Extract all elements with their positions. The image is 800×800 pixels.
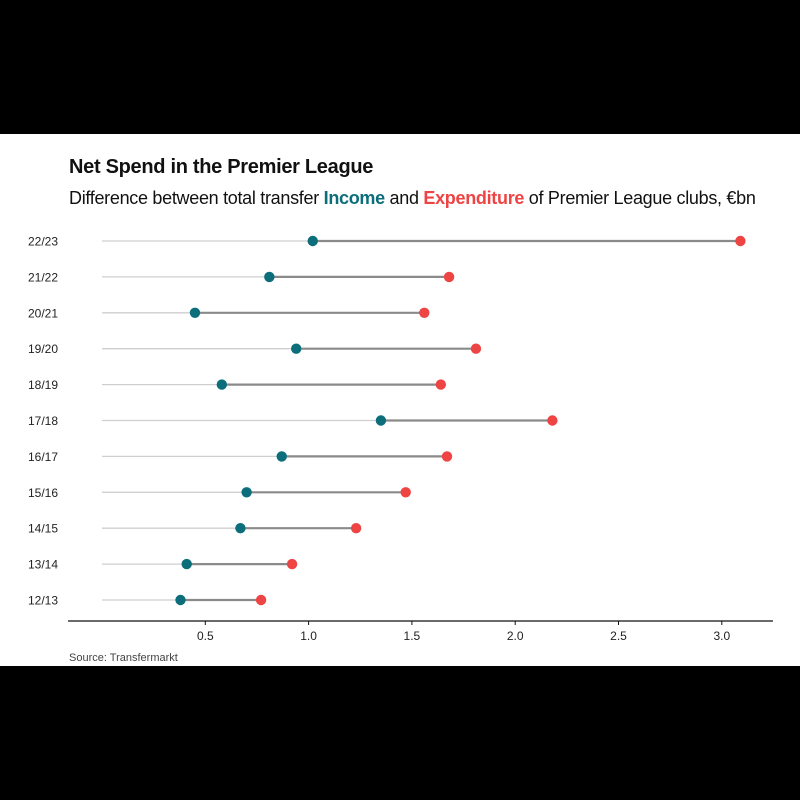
- x-tick-label: 1.5: [404, 629, 421, 643]
- expenditure-point: [286, 558, 298, 570]
- subtitle-income-label: Income: [323, 188, 386, 208]
- income-point: [375, 415, 387, 426]
- x-tick-label: 2.5: [610, 629, 627, 643]
- expenditure-point: [441, 451, 453, 462]
- income-point: [276, 451, 287, 462]
- category-label: 13/14: [28, 558, 58, 572]
- income-point: [307, 235, 318, 247]
- expenditure-point: [735, 235, 746, 247]
- subtitle-middle: and: [384, 188, 424, 208]
- subtitle-prefix: Difference between total transfer: [69, 188, 324, 208]
- dumbbell-plot: 22/23 21/22 20/21 19/20 18/19 17/18 16/17 15/16…: [28, 235, 773, 643]
- expenditure-point: [400, 487, 411, 498]
- category-label: 21/22: [28, 270, 58, 284]
- category-label: 15/16: [28, 486, 58, 500]
- category-label: 16/17: [28, 450, 58, 464]
- expenditure-point: [435, 379, 447, 390]
- category-label: 20/21: [28, 306, 58, 320]
- category-label: 19/20: [28, 342, 58, 356]
- expenditure-point: [470, 343, 482, 354]
- category-label: 12/13: [28, 594, 58, 608]
- chart-panel: Net Spend in the Premier League Differen…: [0, 134, 800, 666]
- income-point: [235, 523, 246, 534]
- income-point: [291, 343, 302, 354]
- expenditure-point: [443, 271, 455, 283]
- chart-source: Source: Transfermarkt: [69, 652, 178, 664]
- x-tick-label: 3.0: [713, 629, 730, 643]
- income-point: [264, 271, 275, 283]
- income-point: [216, 379, 228, 390]
- x-tick-label: 1.0: [300, 629, 317, 643]
- subtitle-suffix: of Premier League clubs, €bn: [524, 188, 756, 208]
- category-label: 17/18: [28, 414, 58, 428]
- category-label: 22/23: [28, 235, 58, 249]
- x-tick-label: 2.0: [507, 629, 524, 643]
- income-point: [241, 487, 252, 498]
- category-label: 18/19: [28, 378, 58, 392]
- chart-title: Net Spend in the Premier League: [69, 156, 374, 178]
- expenditure-point: [547, 415, 558, 426]
- income-point: [189, 307, 201, 318]
- expenditure-point: [255, 594, 267, 606]
- expenditure-point: [350, 523, 362, 534]
- x-tick-label: 0.5: [197, 629, 214, 643]
- income-point: [175, 594, 186, 606]
- category-label: 14/15: [28, 522, 58, 536]
- chart-subtitle: Difference between total transfer Income…: [69, 188, 756, 209]
- income-point: [181, 558, 192, 570]
- expenditure-point: [419, 307, 430, 318]
- subtitle-expenditure-label: Expenditure: [423, 188, 525, 208]
